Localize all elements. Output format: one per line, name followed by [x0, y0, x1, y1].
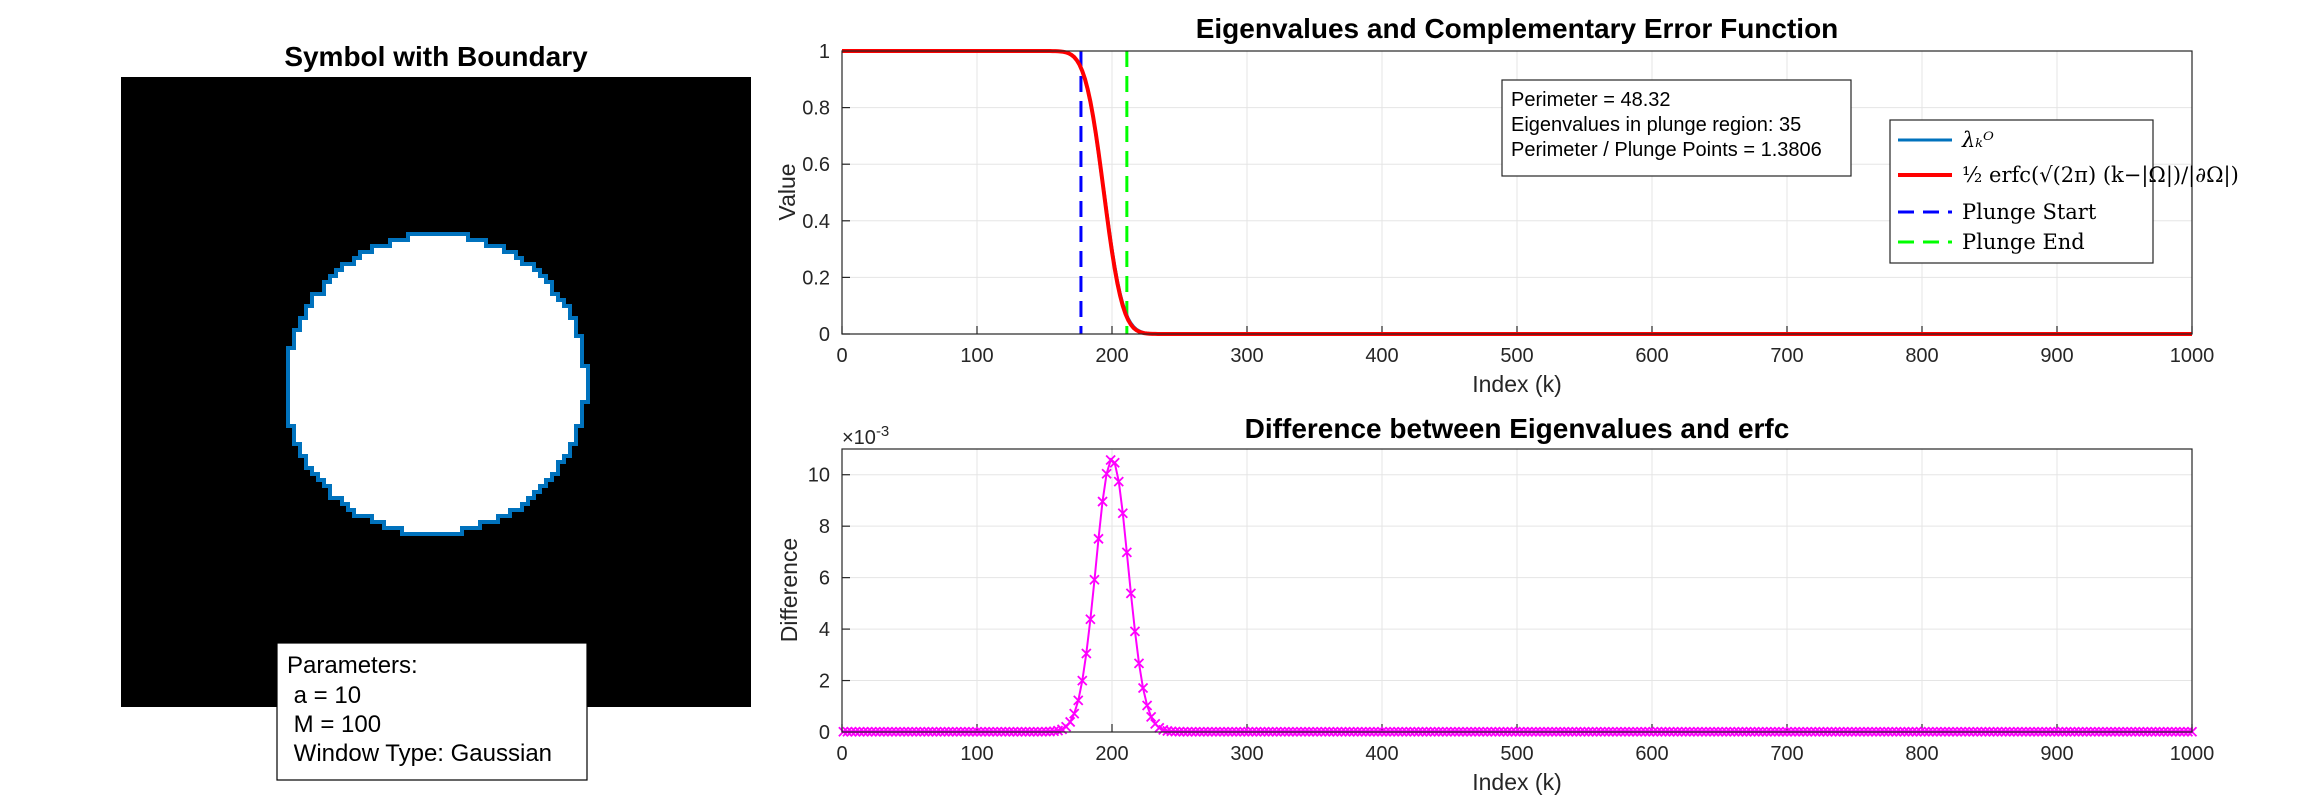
- eigen-x-tick-label: 300: [1230, 345, 1263, 367]
- eigen-x-tick-label: 700: [1770, 345, 1803, 367]
- exponent-power: -3: [876, 423, 889, 440]
- difference-marker: [1101, 468, 1112, 479]
- difference-x-tick-label: 800: [1905, 743, 1938, 765]
- difference-y-tick-label: 0: [819, 722, 830, 744]
- eigen-chart: Eigenvalues and Complementary Error Func…: [774, 13, 2239, 397]
- difference-marker: [1121, 547, 1132, 558]
- info-plunge-count: Eigenvalues in plunge region: 35: [1511, 114, 1801, 136]
- eigen-y-ticks: 0 0.2 0.4 0.6 0.8 1: [802, 41, 850, 346]
- eigen-x-tick-label: 800: [1905, 345, 1938, 367]
- eigen-y-tick-label: 0: [819, 324, 830, 346]
- difference-marker: [1085, 614, 1096, 625]
- parameter-m: M = 100: [287, 711, 381, 738]
- info-perimeter: Perimeter = 48.32: [1511, 89, 1671, 111]
- difference-x-tick-label: 500: [1500, 743, 1533, 765]
- difference-x-tick-label: 400: [1365, 743, 1398, 765]
- difference-y-tick-label: 10: [808, 465, 830, 487]
- difference-marker: [1113, 476, 1124, 487]
- eigen-x-tick-label: 600: [1635, 345, 1668, 367]
- eigen-y-tick-label: 0.8: [802, 98, 830, 120]
- eigen-x-tick-label: 1000: [2170, 345, 2215, 367]
- difference-marker: [1133, 658, 1145, 669]
- eigen-plot-frame: [841, 50, 2193, 335]
- difference-y-tick-label: 2: [819, 671, 830, 693]
- difference-x-tick-label: 600: [1635, 743, 1668, 765]
- difference-marker: [1081, 648, 1092, 659]
- eigen-y-tick-label: 0.4: [802, 211, 830, 233]
- difference-marker: [1125, 588, 1137, 599]
- difference-exponent-label: ×10-3: [842, 423, 889, 449]
- difference-marker: [1117, 508, 1128, 519]
- difference-marker: [1141, 700, 1153, 711]
- parameters-heading: Parameters:: [287, 652, 418, 679]
- eigen-x-tick-label: 900: [2040, 345, 2073, 367]
- legend-label-plunge-start: Plunge Start: [1962, 200, 2097, 224]
- eigen-y-label: Value: [774, 163, 800, 220]
- difference-marker: [1089, 574, 1100, 585]
- difference-x-tick-label: 700: [1770, 743, 1803, 765]
- difference-x-tick-label: 0: [836, 743, 847, 765]
- difference-marker: [1097, 496, 1108, 507]
- symbol-circle: [286, 232, 590, 536]
- parameter-a: a = 10: [287, 682, 361, 709]
- eigen-x-ticks: 0 100 200 300 400 500 600 700 800 900 1000: [836, 326, 2214, 367]
- difference-x-tick-label: 900: [2040, 743, 2073, 765]
- eigen-y-tick-label: 0.6: [802, 154, 830, 176]
- eigen-legend: λₖᴼ ½ erfc(√(2π) (k−|Ω|)/|∂Ω|) Plunge St…: [1889, 119, 2239, 264]
- difference-marker: [1065, 716, 1076, 728]
- difference-x-ticks: 0 100 200 300 400 500 600 700 800 900 1000: [836, 724, 2214, 765]
- eigen-x-label: Index (k): [1472, 371, 1561, 397]
- eigen-y-tick-label: 1: [819, 41, 830, 63]
- symbol-panel: Symbol with Boundary Parameters: a = 10 …: [121, 41, 751, 781]
- eigen-y-tick-label: 0.2: [802, 267, 830, 289]
- difference-marker: [1137, 682, 1149, 694]
- difference-y-tick-label: 6: [819, 568, 830, 590]
- difference-x-label: Index (k): [1472, 769, 1561, 795]
- info-box: Perimeter = 48.32 Eigenvalues in plunge …: [1501, 79, 1852, 177]
- difference-marker: [1069, 708, 1080, 719]
- info-ratio: Perimeter / Plunge Points = 1.3806: [1511, 139, 1822, 161]
- difference-x-tick-label: 200: [1095, 743, 1128, 765]
- difference-chart-title: Difference between Eigenvalues and erfc: [1245, 413, 1790, 444]
- difference-marker: [1077, 675, 1088, 686]
- parameter-window: Window Type: Gaussian: [287, 740, 552, 767]
- eigen-x-tick-label: 200: [1095, 345, 1128, 367]
- eigen-x-tick-label: 500: [1500, 345, 1533, 367]
- difference-plot-frame: [841, 448, 2193, 733]
- difference-x-tick-label: 100: [960, 743, 993, 765]
- difference-x-tick-label: 1000: [2170, 743, 2215, 765]
- parameters-box: Parameters: a = 10 M = 100 Window Type: …: [276, 642, 588, 781]
- eigen-x-tick-label: 100: [960, 345, 993, 367]
- eigen-x-tick-label: 0: [836, 345, 847, 367]
- legend-label-erfc: ½ erfc(√(2π) (k−|Ω|)/|∂Ω|): [1962, 163, 2239, 188]
- eigen-x-tick-label: 400: [1365, 345, 1398, 367]
- difference-y-tick-label: 4: [819, 619, 830, 641]
- difference-y-label: Difference: [776, 538, 802, 642]
- difference-x-tick-label: 300: [1230, 743, 1263, 765]
- difference-marker: [1109, 457, 1120, 468]
- difference-marker: [1162, 725, 1173, 737]
- difference-marker: [1129, 626, 1141, 637]
- difference-marker: [1048, 726, 1060, 737]
- difference-marker: [1146, 711, 1157, 723]
- eigen-chart-title: Eigenvalues and Complementary Error Func…: [1196, 13, 1839, 44]
- difference-y-tick-label: 8: [819, 516, 830, 538]
- legend-label-plunge-end: Plunge End: [1962, 230, 2085, 254]
- difference-marker: [1073, 695, 1084, 706]
- symbol-title: Symbol with Boundary: [284, 41, 588, 72]
- difference-chart: Difference between Eigenvalues and erfc …: [776, 413, 2214, 795]
- exponent-base: ×10: [842, 427, 876, 449]
- legend-label-eigenvalues: λₖᴼ: [1961, 128, 1994, 152]
- difference-marker: [1093, 533, 1104, 544]
